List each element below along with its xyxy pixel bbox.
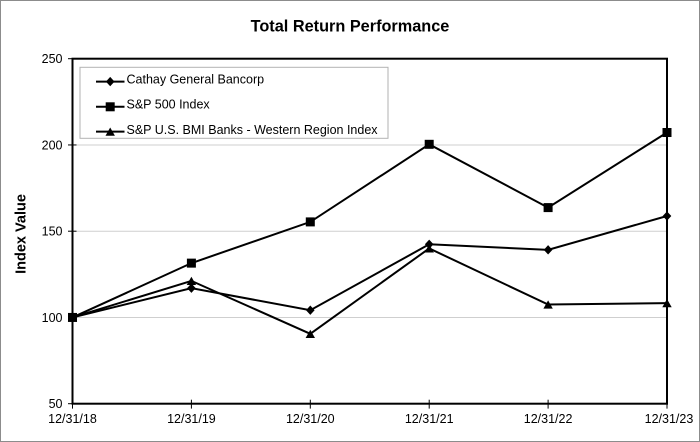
svg-text:250: 250: [42, 52, 63, 66]
svg-text:Total Return Performance: Total Return Performance: [251, 18, 450, 36]
svg-text:12/31/23: 12/31/23: [645, 412, 694, 426]
svg-text:12/31/21: 12/31/21: [405, 412, 454, 426]
svg-text:12/31/19: 12/31/19: [167, 412, 216, 426]
svg-text:12/31/22: 12/31/22: [524, 412, 573, 426]
svg-text:100: 100: [42, 311, 63, 325]
svg-text:12/31/18: 12/31/18: [48, 412, 97, 426]
svg-text:50: 50: [49, 397, 63, 411]
svg-text:150: 150: [42, 225, 63, 239]
svg-text:S&P 500 Index: S&P 500 Index: [127, 98, 211, 112]
svg-text:S&P U.S. BMI Banks - Western R: S&P U.S. BMI Banks - Western Region Inde…: [127, 123, 379, 137]
svg-text:12/31/20: 12/31/20: [286, 412, 335, 426]
svg-text:Cathay General Bancorp: Cathay General Bancorp: [127, 72, 265, 86]
svg-text:Index Value: Index Value: [14, 194, 30, 274]
svg-text:200: 200: [42, 138, 63, 152]
